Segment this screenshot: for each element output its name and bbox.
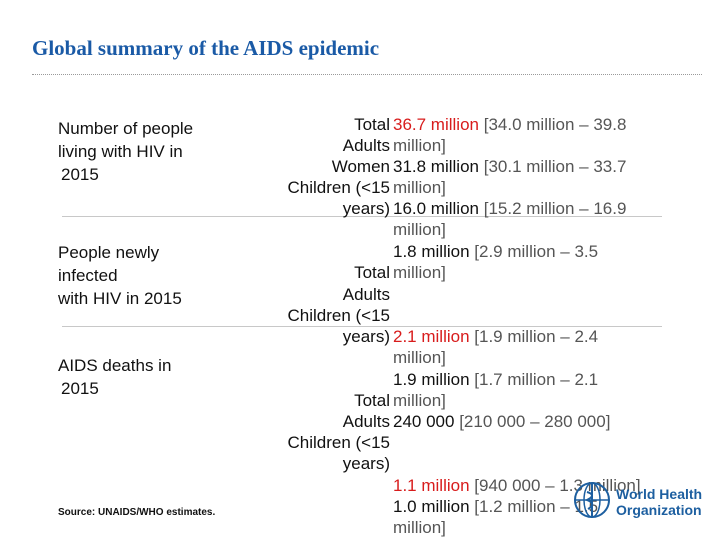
value-main: 1.0 million [393,497,470,516]
value-range: [34.0 million – 39.8 [483,115,627,134]
value-main: 16.0 million [393,199,479,218]
value-line: 240 000 [210 000 – 280 000] [393,411,610,432]
value-main: 1.9 million [393,370,470,389]
category-label: years) [342,454,390,473]
label-line: with HIV in 2015 [58,289,182,308]
value-main: 31.8 million [393,157,479,176]
category-label: Adults [342,412,390,431]
value-range: [1.2 million – 1.5 [474,497,599,516]
value-range: [15.2 million – 16.9 [483,199,627,218]
value-line: 16.0 million [15.2 million – 16.9 [393,198,626,219]
category-label: Total [354,391,390,410]
value-main: 240 000 [393,412,455,431]
value-line: 1.9 million [1.7 million – 2.1 [393,369,598,390]
section-divider [62,216,662,217]
value-main: 2.1 million [393,327,470,346]
value-range: [210 000 – 280 000] [459,412,611,431]
label-line: 2015 [61,379,99,398]
value-range-end: million] [393,220,446,239]
source-note: Source: UNAIDS/WHO estimates. [58,507,216,518]
label-newly-infected: People newly infected with HIV in 2015 [58,241,182,310]
label-line: Number of people [58,119,194,138]
category-label: Women [331,157,390,176]
title-divider [32,74,702,75]
value-range-end: million] [393,263,446,282]
label-line: AIDS deaths in [58,356,172,375]
label-line: 2015 [61,165,99,184]
label-line: infected [58,266,118,285]
label-aids-deaths: AIDS deaths in 2015 [58,354,171,400]
value-line: 1.8 million [2.9 million – 3.5 [393,241,598,262]
value-range-end: million] [393,391,446,410]
category-label: Total [354,115,390,134]
value-range: [1.7 million – 2.1 [474,370,599,389]
value-range-end: million] [393,348,446,367]
label-line: living with HIV in [58,142,183,161]
value-main: 36.7 million [393,115,479,134]
value-range: [1.9 million – 2.4 [474,327,599,346]
logo-text-line1: World Health [616,486,703,502]
who-emblem-icon [574,482,610,518]
label-living-with-hiv: Number of people living with HIV in 2015 [58,117,193,186]
category-label: Adults [342,285,390,304]
label-line: People newly [58,243,160,262]
category-label: Children (<15 [287,306,390,325]
value-range-end: million] [393,178,446,197]
value-main: 1.8 million [393,242,470,261]
category-label: Total [354,263,390,282]
value-range-end: million] [393,136,446,155]
value-line: 31.8 million [30.1 million – 33.7 [393,156,626,177]
page-title: Global summary of the AIDS epidemic [32,36,380,60]
logo-text-line2: Organization [616,502,702,518]
value-line: 2.1 million [1.9 million – 2.4 [393,326,598,347]
value-range: [2.9 million – 3.5 [474,242,599,261]
value-line: 1.0 million [1.2 million – 1.5 [393,496,598,517]
category-label: Children (<15 [287,433,390,452]
category-label: Children (<15 [287,178,390,197]
who-logo: World Health Organization [572,478,712,524]
category-label: years) [342,327,390,346]
value-range-end: million] [393,518,446,537]
category-label: years) [342,199,390,218]
value-range: [30.1 million – 33.7 [483,157,627,176]
category-label: Adults [342,136,390,155]
section-divider [62,326,662,327]
value-line: 36.7 million [34.0 million – 39.8 [393,114,626,135]
value-main: 1.1 million [393,476,470,495]
